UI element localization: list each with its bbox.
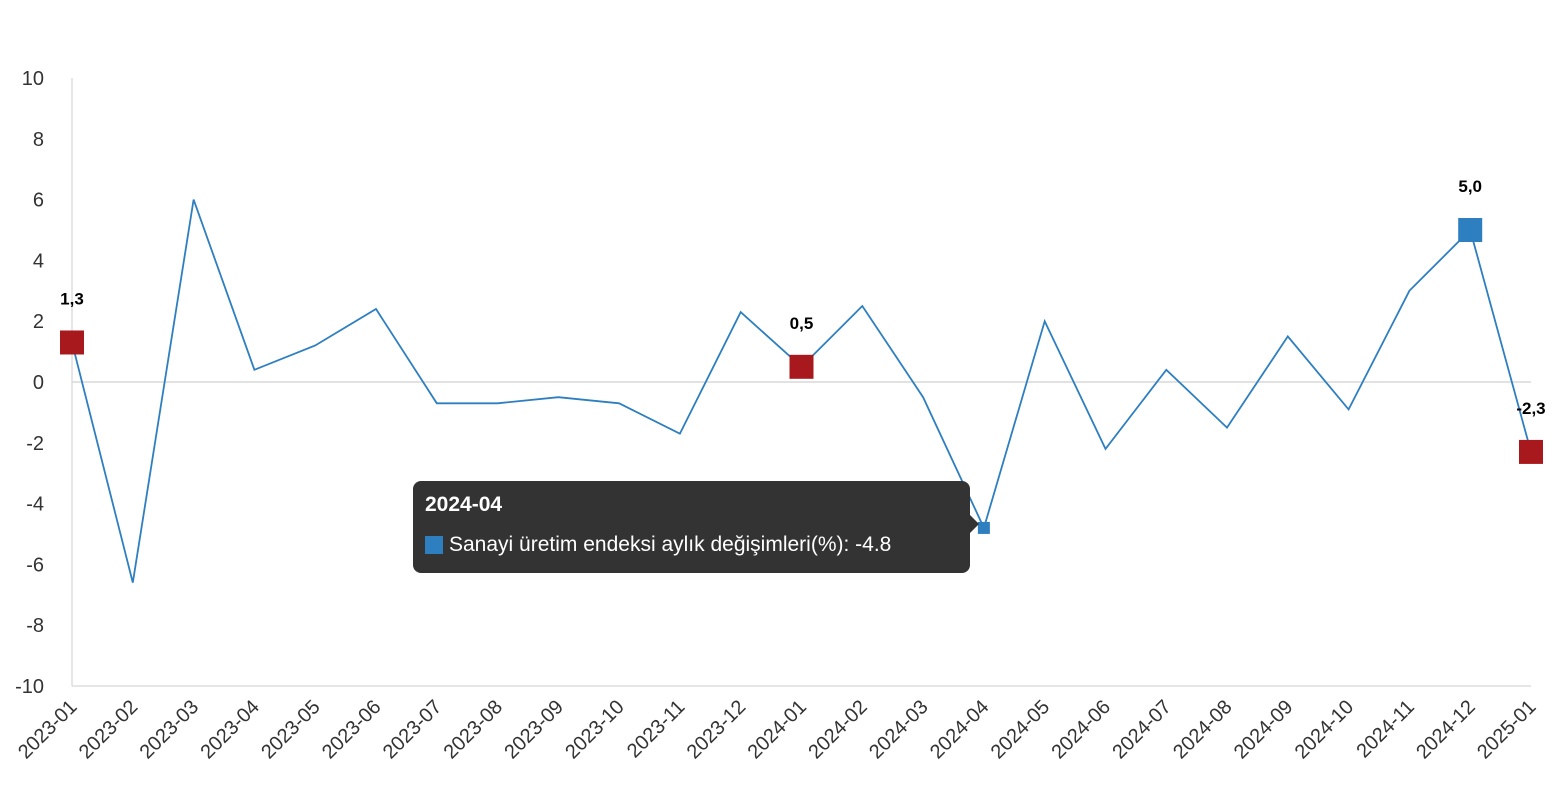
highlight-marker [60,330,84,355]
highlight-markers [60,218,1543,534]
y-tick-label: 8 [33,129,44,151]
x-tick-label: 2024-09 [1230,696,1297,763]
x-tick-label: 2024-11 [1353,696,1419,762]
tooltip-swatch [425,536,443,554]
highlight-marker [789,354,814,379]
x-tick-label: 2023-12 [683,696,750,763]
x-tick-label: 2024-05 [987,696,1054,763]
x-tick-label: 2023-02 [75,696,142,763]
y-tick-label: -10 [15,676,44,698]
x-tick-label: 2024-04 [926,696,993,763]
x-tick-label: 2023-09 [500,696,567,763]
x-tick-label: 2023-03 [136,696,203,763]
highlight-marker [1519,439,1543,464]
y-tick-label: 4 [33,250,44,272]
x-tick-label: 2023-07 [379,696,446,763]
x-tick-label: 2024-06 [1048,696,1115,763]
x-tick-label: 2023-08 [440,696,507,763]
x-tick-label: 2023-11 [623,696,689,762]
data-label: 5,0 [1458,177,1482,196]
x-tick-label: 2024-08 [1169,696,1236,763]
x-tick-label: 2025-01 [1473,696,1540,763]
data-labels: 1,3 0,5 5,0 -2,3 [60,177,1545,418]
x-tick-label: 2024-12 [1412,696,1479,763]
highlight-marker [1458,218,1483,242]
x-tick-label: 2023-01 [14,696,81,763]
x-tick-label: 2023-05 [257,696,324,763]
x-tick-label: 2024-07 [1108,696,1175,763]
y-tick-label: -2 [26,433,44,455]
x-tick-label: 2024-03 [865,696,932,763]
tooltip-text: Sanayi üretim endeksi aylık değişimleri(… [449,533,892,556]
data-label: 1,3 [60,289,84,308]
y-tick-label: -6 [26,554,44,576]
x-tick-label: 2024-02 [804,696,871,763]
y-tick-label: 6 [33,190,44,212]
y-tick-label: 0 [33,372,44,394]
y-tick-label: -4 [26,494,44,516]
x-tick-label: 2024-10 [1291,696,1358,763]
y-tick-label: 2 [33,311,44,333]
tooltip-row: Sanayi üretim endeksi aylık değişimleri(… [425,533,958,557]
x-tick-labels: 2023-012023-022023-032023-042023-052023-… [14,696,1540,763]
y-tick-labels: 10 8 6 4 2 0 -2 -4 -6 -8 -10 [15,68,44,698]
x-tick-label: 2024-01 [744,696,811,763]
x-tick-label: 2023-06 [318,696,385,763]
hover-point-marker [977,521,990,534]
tooltip-title: 2024-04 [425,493,503,516]
tooltip: 2024-04 Sanayi üretim endeksi aylık deği… [413,481,979,573]
y-tick-label: -8 [26,615,44,637]
x-tick-label: 2023-04 [196,696,263,763]
data-label: 0,5 [790,314,814,333]
x-tick-label: 2023-10 [561,696,628,763]
data-label: -2,3 [1516,399,1545,418]
y-tick-label: 10 [22,68,44,90]
tooltip-arrow [970,515,979,533]
